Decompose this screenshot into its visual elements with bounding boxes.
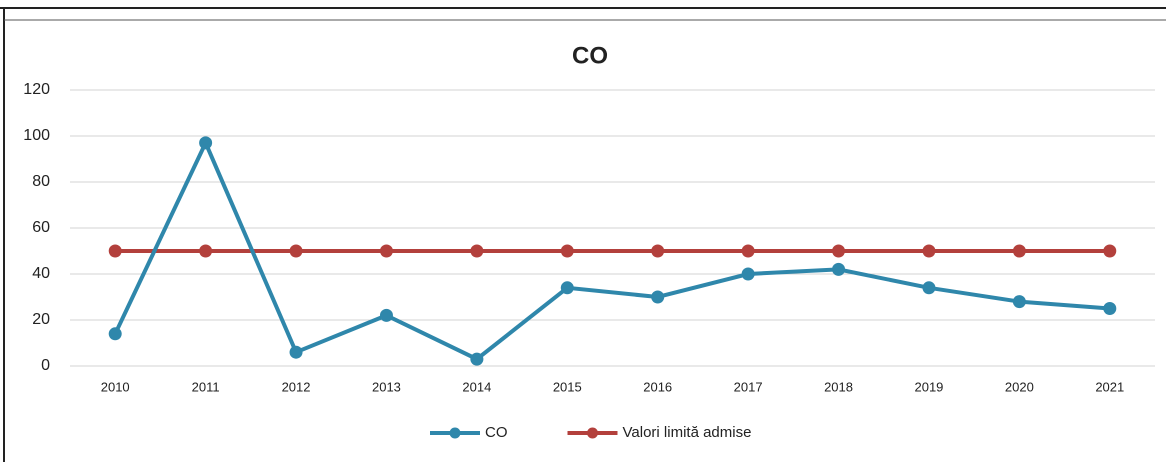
x-tick-label: 2017: [734, 379, 763, 394]
data-point: [651, 244, 665, 258]
data-point: [289, 345, 303, 359]
x-tick-label: 2020: [1005, 379, 1034, 394]
x-tick-label: 2015: [553, 379, 582, 394]
legend-label: CO: [485, 424, 508, 441]
data-point: [922, 244, 936, 258]
data-point: [470, 352, 484, 366]
x-tick-label: 2012: [282, 379, 311, 394]
x-tick-label: 2019: [914, 379, 943, 394]
data-point: [199, 244, 213, 258]
data-point: [560, 244, 574, 258]
legend-marker: [449, 427, 461, 439]
x-tick-label: 2011: [192, 379, 220, 394]
y-tick-label: 20: [32, 311, 50, 328]
data-point: [1012, 295, 1026, 309]
y-tick-label: 60: [32, 219, 50, 236]
data-point: [289, 244, 303, 258]
data-point: [832, 262, 846, 276]
data-point: [922, 281, 936, 295]
data-point: [470, 244, 484, 258]
data-point: [1012, 244, 1026, 258]
series-line: [113, 138, 1110, 362]
data-point: [379, 308, 393, 322]
x-tick-label: 2016: [643, 379, 672, 394]
x-tick-label: 2018: [824, 379, 853, 394]
x-tick-label: 2014: [462, 379, 491, 394]
data-point: [379, 244, 393, 258]
y-tick-label: 100: [23, 127, 50, 144]
y-tick-label: 120: [23, 81, 50, 98]
data-point: [108, 244, 122, 258]
data-point: [651, 290, 665, 304]
data-point: [108, 327, 122, 341]
y-tick-label: 40: [32, 265, 50, 282]
data-point: [832, 244, 846, 258]
data-point: [741, 267, 755, 281]
x-tick-label: 2010: [101, 379, 130, 394]
x-tick-label: 2013: [372, 379, 401, 394]
y-tick-label: 0: [41, 357, 50, 374]
data-point: [1103, 302, 1117, 315]
data-point: [741, 244, 755, 258]
legend-label: Valori limită admise: [623, 424, 752, 441]
data-point: [560, 281, 574, 295]
data-point: [1103, 244, 1117, 258]
chart-title: CO: [572, 42, 608, 69]
y-tick-label: 80: [32, 173, 50, 190]
legend-marker: [587, 427, 598, 439]
data-point: [199, 136, 213, 150]
x-tick-label: 2021: [1095, 379, 1124, 394]
